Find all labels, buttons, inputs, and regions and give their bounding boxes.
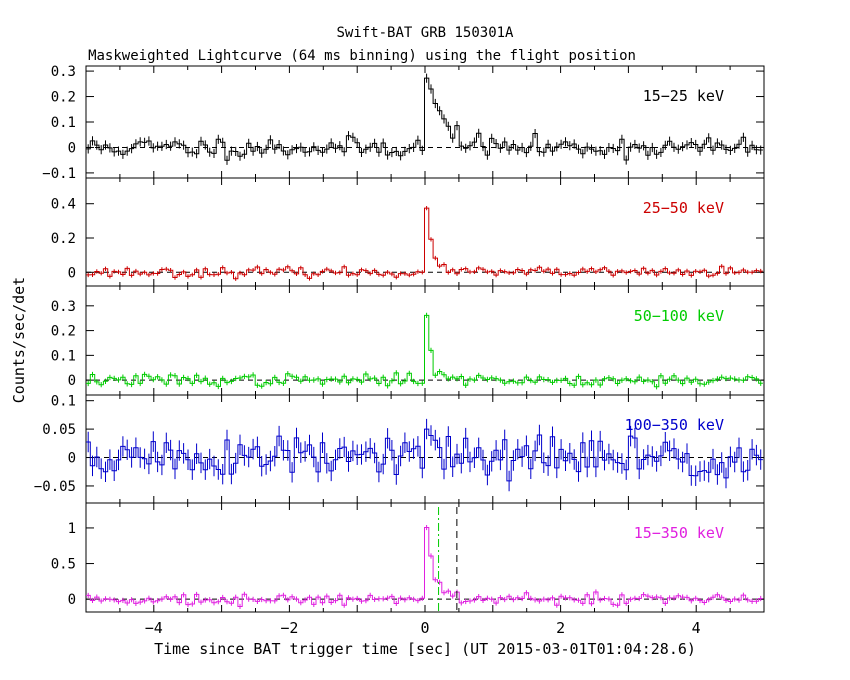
band-label: 15−25 keV: [643, 87, 724, 105]
y-tick-label: 0.5: [51, 557, 76, 573]
band-label: 50−100 keV: [634, 307, 724, 325]
y-tick-label: 0.2: [51, 90, 76, 106]
y-tick-label: 0.3: [51, 64, 76, 80]
panel-4: −0.05 0 0.05 0.1 100−350 keV: [34, 394, 765, 504]
y-tick-label: 0: [68, 373, 76, 389]
panel-1: −0.1 0 0.1 0.2 0.3 15−25 keV: [42, 64, 765, 182]
x-axis: −4 −2 0 2 4: [145, 619, 701, 637]
lightcurve-series: [86, 77, 763, 161]
x-tick-label: 0: [420, 619, 429, 637]
y-tick-label: 0: [68, 265, 76, 281]
y-tick-label: 0: [68, 592, 76, 608]
x-tick-label: 2: [556, 619, 565, 637]
y-tick-label: 0.4: [51, 197, 76, 213]
y-tick-label: 0.3: [51, 299, 76, 315]
band-label: 25−50 keV: [643, 199, 724, 217]
band-label: 15−350 keV: [634, 524, 724, 542]
y-tick-label: 0.2: [51, 324, 76, 340]
y-axis-label: Counts/sec/det: [10, 277, 28, 403]
y-tick-label: 0: [68, 451, 76, 467]
y-tick-label: 0.05: [42, 422, 76, 438]
x-tick-label: 4: [692, 619, 701, 637]
lightcurve-series: [86, 314, 763, 388]
chart-subtitle: Maskweighted Lightcurve (64 ms binning) …: [88, 48, 636, 64]
y-tick-label: 0.1: [51, 348, 76, 364]
lightcurve-series: [86, 428, 763, 482]
chart-title: Swift-BAT GRB 150301A: [336, 25, 514, 41]
panel-3: 0 0.1 0.2 0.3 50−100 keV: [51, 285, 765, 396]
y-tick-label: 0.1: [51, 394, 76, 410]
x-tick-label: −4: [145, 619, 163, 637]
lightcurve-series: [86, 207, 763, 280]
y-tick-label: 0: [68, 140, 76, 156]
x-tick-label: −2: [280, 619, 298, 637]
x-axis-label: Time since BAT trigger time [sec] (UT 20…: [154, 640, 696, 658]
band-label: 100−350 keV: [625, 416, 724, 434]
lightcurve-series: [86, 527, 763, 607]
y-tick-label: 0.1: [51, 115, 76, 131]
y-tick-label: −0.1: [42, 166, 76, 182]
y-tick-label: 0.2: [51, 231, 76, 247]
panel-5: 0 0.5 1 15−350 keV: [51, 502, 765, 613]
y-tick-label: −0.05: [34, 479, 76, 495]
y-tick-label: 1: [68, 521, 76, 537]
panel-2: 0 0.2 0.4 25−50 keV: [51, 177, 765, 287]
